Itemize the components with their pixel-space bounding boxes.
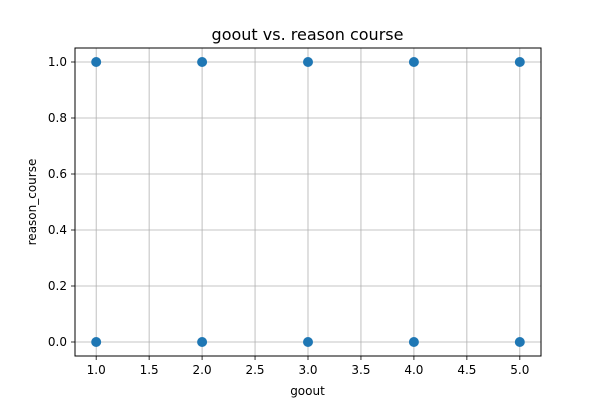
x-tick-label: 4.5 <box>457 363 476 377</box>
y-tick-label: 0.6 <box>48 167 67 181</box>
chart-title: goout vs. reason course <box>212 25 404 44</box>
y-tick-label: 0.2 <box>48 279 67 293</box>
y-tick-label: 0.8 <box>48 111 67 125</box>
y-tick-label: 1.0 <box>48 55 67 69</box>
x-tick-label: 5.0 <box>510 363 529 377</box>
x-tick-label: 3.0 <box>298 363 317 377</box>
y-axis-label: reason_course <box>25 159 39 246</box>
data-point <box>514 57 525 67</box>
data-points <box>91 57 525 347</box>
grid-layer <box>75 48 541 356</box>
y-tick-label: 0.4 <box>48 223 67 237</box>
plot-frame <box>74 47 542 357</box>
y-tick-label: 0.0 <box>48 335 67 349</box>
data-point <box>514 337 525 347</box>
data-point <box>197 337 208 347</box>
x-tick-label: 3.5 <box>351 363 370 377</box>
x-axis-label: goout <box>290 384 325 398</box>
x-tick-label: 4.0 <box>404 363 423 377</box>
x-axis-ticks: 1.0 1.5 2.0 2.5 3.0 3.5 4.0 4.5 5.0 <box>87 356 529 377</box>
x-tick-label: 1.0 <box>87 363 106 377</box>
data-point <box>91 57 102 67</box>
data-point <box>303 337 313 347</box>
data-point <box>197 57 208 67</box>
data-point <box>91 337 102 347</box>
data-point <box>303 57 313 67</box>
data-point <box>408 57 419 67</box>
x-tick-label: 2.5 <box>245 363 264 377</box>
data-point <box>408 337 419 347</box>
x-tick-label: 1.5 <box>140 363 159 377</box>
x-tick-label: 2.0 <box>193 363 212 377</box>
y-axis-ticks: 0.0 0.2 0.4 0.6 0.8 1.0 <box>48 55 75 349</box>
